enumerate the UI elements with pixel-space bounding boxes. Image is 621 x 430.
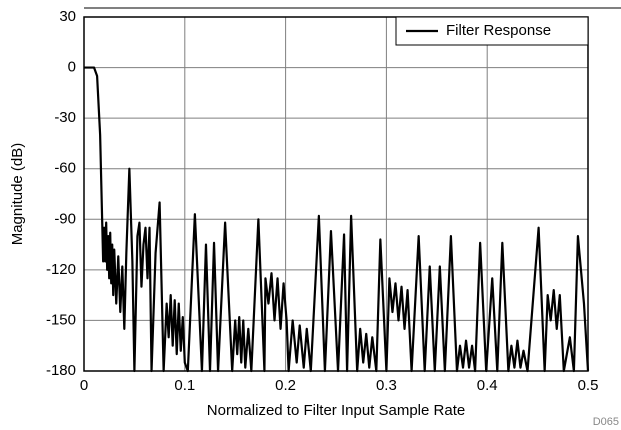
series-line [84, 66, 590, 373]
x-tick-label: 0.4 [477, 377, 498, 394]
y-tick-label: -60 [54, 160, 76, 177]
x-axis-label: Normalized to Filter Input Sample Rate [207, 402, 465, 419]
x-tick-label: 0.1 [174, 377, 195, 394]
x-tick-label: 0.2 [275, 377, 296, 394]
y-tick-label: 0 [68, 59, 76, 76]
x-tick-label: 0.5 [578, 377, 599, 394]
figure-id: D065 [593, 416, 619, 428]
y-axis-label: Magnitude (dB) [9, 143, 26, 246]
legend-label: Filter Response [446, 22, 551, 39]
y-tick-label: -150 [46, 311, 76, 328]
y-tick-label: -90 [54, 210, 76, 227]
x-tick-label: 0.3 [376, 377, 397, 394]
y-tick-label: 30 [59, 8, 76, 25]
y-tick-label: -30 [54, 109, 76, 126]
plot-border [83, 16, 589, 372]
y-tick-label: -120 [46, 261, 76, 278]
x-tick-label: 0 [80, 377, 88, 394]
y-tick-label: -180 [46, 362, 76, 379]
